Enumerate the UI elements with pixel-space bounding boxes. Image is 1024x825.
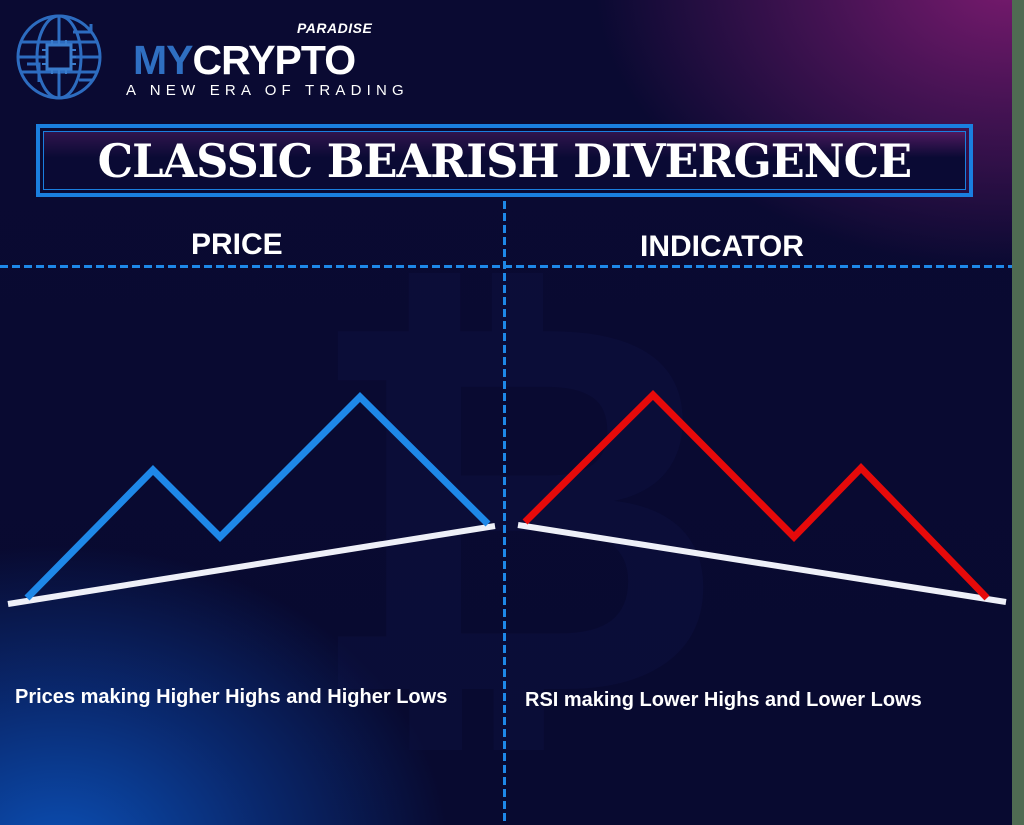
logo-wordmark: MYCRYPTO <box>133 37 357 83</box>
globe-circuit-icon <box>16 14 102 100</box>
vertical-divider <box>503 201 506 825</box>
brand-logo: PARADISE MYCRYPTO A NEW ERA OF TRADING <box>13 12 404 102</box>
price-heading: PRICE <box>191 228 283 261</box>
price-caption: Prices making Higher Highs and Higher Lo… <box>15 686 448 708</box>
right-edge-strip <box>1012 0 1024 825</box>
title-banner: CLASSIC BEARISH DIVERGENCE <box>36 124 973 197</box>
title-banner-inner: CLASSIC BEARISH DIVERGENCE <box>43 131 966 190</box>
price-trendline <box>7 523 496 607</box>
indicator-trendline <box>517 522 1007 605</box>
price-line <box>24 392 491 601</box>
logo-suffix: PARADISE <box>297 20 373 36</box>
logo-tagline: A NEW ERA OF TRADING <box>126 82 409 99</box>
indicator-caption: RSI making Lower Highs and Lower Lows <box>525 689 922 711</box>
logo-main: CRYPTO <box>192 37 357 83</box>
page-title: CLASSIC BEARISH DIVERGENCE <box>97 133 913 188</box>
horizontal-divider <box>0 265 1012 268</box>
indicator-line <box>522 390 990 601</box>
logo-prefix: MY <box>133 37 193 83</box>
indicator-heading: INDICATOR <box>640 230 804 263</box>
